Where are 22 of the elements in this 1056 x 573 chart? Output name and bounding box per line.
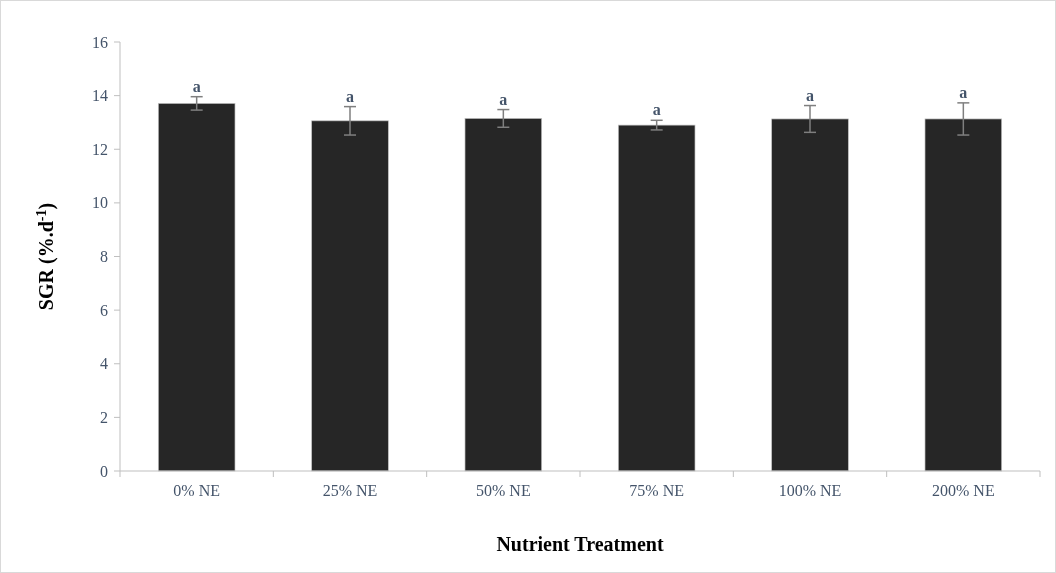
annotation: a bbox=[959, 83, 968, 101]
y-tick-label: 8 bbox=[100, 248, 108, 266]
x-tick-label: 50% NE bbox=[476, 482, 531, 499]
annotation: a bbox=[806, 86, 814, 104]
x-tick-label: 0% NE bbox=[173, 482, 220, 499]
y-tick-label: 14 bbox=[92, 87, 108, 105]
x-tick-label: 25% NE bbox=[322, 482, 378, 499]
annotation: a bbox=[346, 87, 354, 105]
y-tick-label: 0 bbox=[100, 462, 108, 480]
x-tick-label: 200% NE bbox=[932, 482, 995, 499]
annotation: a bbox=[652, 101, 661, 119]
annotation: a bbox=[192, 77, 201, 95]
x-tick-label: 75% NE bbox=[629, 482, 684, 499]
annotation: a bbox=[499, 90, 508, 108]
y-tick-label: 16 bbox=[92, 33, 108, 51]
y-tick-label: 10 bbox=[92, 194, 108, 212]
x-axis-title: Nutrient Treatment bbox=[496, 533, 664, 555]
x-tick-label: 100% NE bbox=[778, 482, 842, 499]
y-tick-label: 6 bbox=[100, 301, 108, 319]
y-tick-label: 2 bbox=[100, 408, 108, 426]
y-tick-label: 12 bbox=[92, 140, 108, 158]
y-tick-label: 4 bbox=[100, 355, 108, 373]
